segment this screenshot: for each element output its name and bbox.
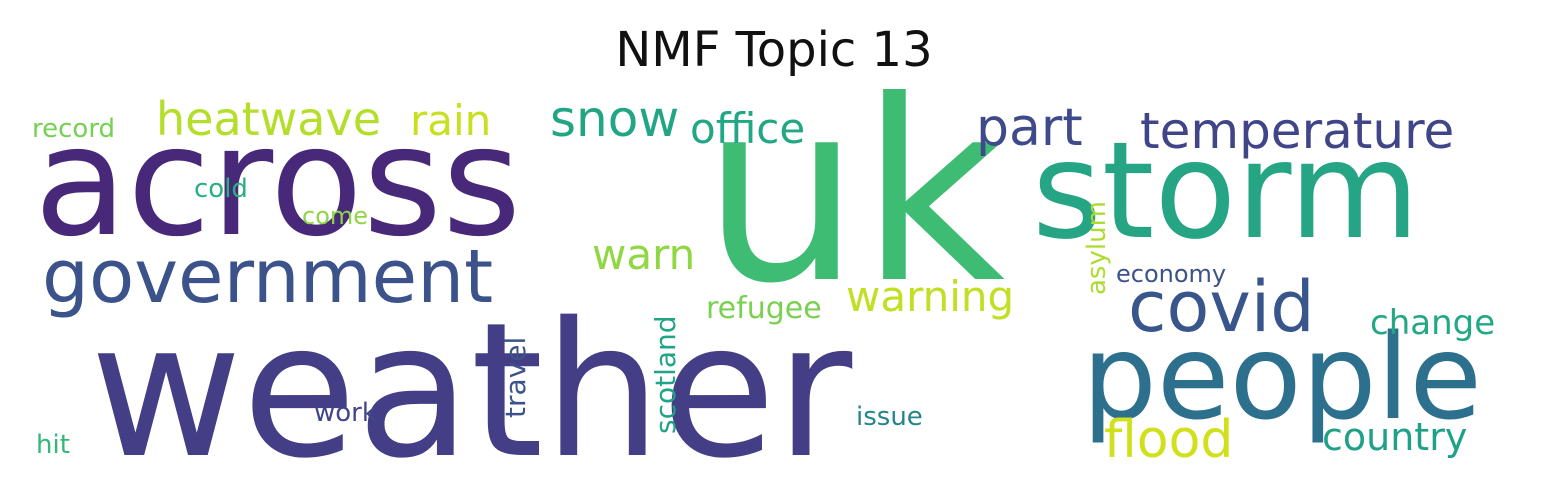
word-rain: rain	[410, 96, 492, 145]
word-economy: economy	[1116, 260, 1227, 288]
word-across: across	[34, 93, 522, 270]
word-issue: issue	[856, 402, 923, 432]
word-snow: snow	[550, 90, 680, 148]
word-asylum: asylum	[1082, 201, 1112, 295]
word-uk: uk	[702, 88, 1006, 338]
word-warn: warn	[592, 230, 696, 279]
word-come: come	[302, 202, 369, 230]
word-record: record	[32, 114, 116, 144]
word-change: change	[1370, 303, 1496, 343]
word-people: people	[1082, 308, 1482, 446]
word-cloud: weather uk across storm people governmen…	[30, 88, 1520, 478]
word-government: government	[42, 234, 494, 320]
word-hit: hit	[36, 430, 70, 460]
chart-title: NMF Topic 13	[615, 22, 933, 78]
word-flood: flood	[1104, 410, 1234, 470]
word-office: office	[690, 104, 806, 153]
word-cold: cold	[194, 174, 248, 204]
word-warning: warning	[846, 272, 1015, 321]
word-work: work	[314, 398, 377, 428]
word-scotland: scotland	[649, 315, 682, 434]
word-travel: travel	[499, 336, 532, 418]
word-country: country	[1322, 415, 1468, 459]
word-part: part	[976, 98, 1083, 158]
word-weather: weather	[90, 282, 853, 479]
word-temperature: temperature	[1140, 102, 1455, 160]
word-covid: covid	[1128, 266, 1315, 348]
word-refugee: refugee	[706, 291, 822, 326]
word-storm: storm	[1032, 113, 1420, 269]
word-heatwave: heatwave	[156, 92, 382, 146]
